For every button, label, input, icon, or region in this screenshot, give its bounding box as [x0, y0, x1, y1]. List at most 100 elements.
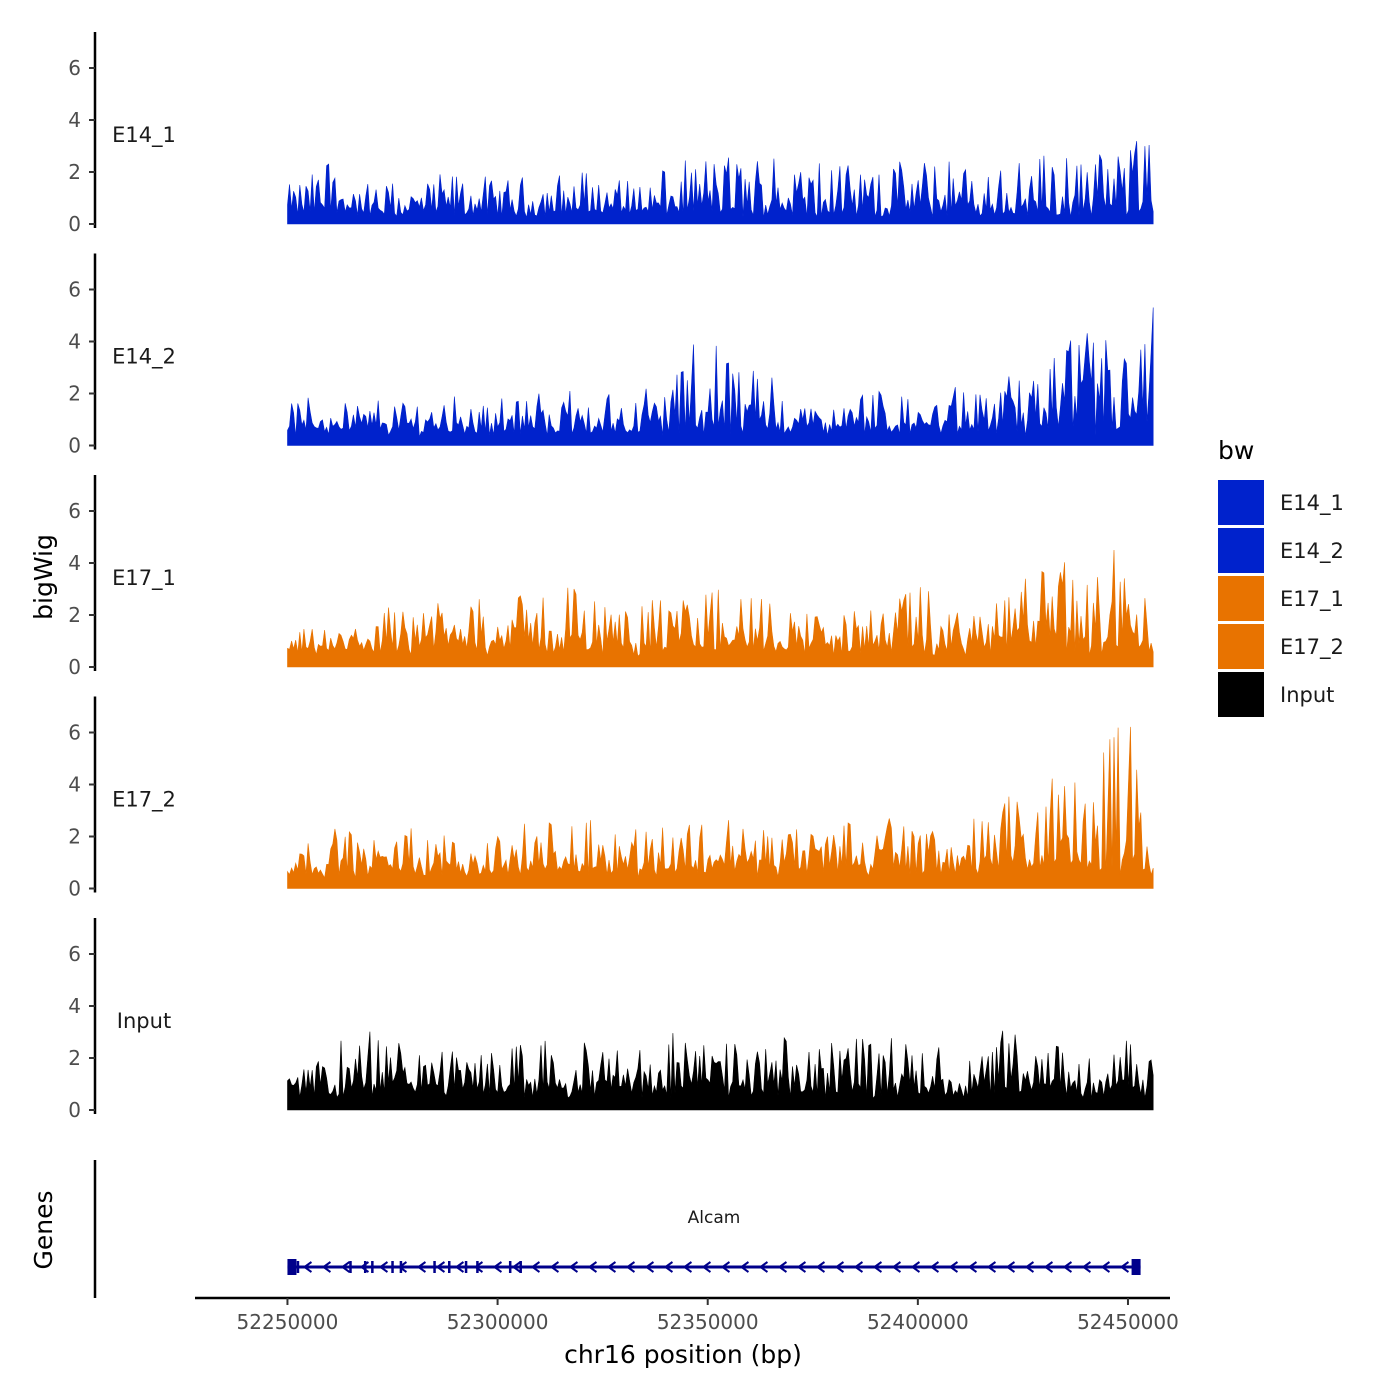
strand-arrow — [929, 1261, 940, 1273]
exon — [508, 1261, 512, 1273]
exon — [448, 1261, 451, 1273]
track-Input: 0 2 4 6 Input — [68, 918, 1154, 1122]
legend-swatch-E17_2 — [1218, 624, 1264, 669]
strand-arrow — [682, 1261, 693, 1273]
y-tick-label: 4 — [68, 773, 81, 797]
y-tick-label: 0 — [68, 1098, 81, 1122]
strand-arrow — [340, 1261, 351, 1273]
legend-label: E17_1 — [1280, 587, 1344, 612]
legend-swatch-E17_1 — [1218, 576, 1264, 621]
legend-label: E14_1 — [1280, 491, 1344, 516]
strand-arrow — [815, 1261, 826, 1273]
y-tick-label: 2 — [68, 382, 81, 406]
strand-arrow — [302, 1261, 313, 1273]
signal-tracks: 0 2 4 6 E14_1 0 2 4 6 E14_2 0 2 4 6 E17_1 0 2 4 6 E17_2 0 2 4 6… — [68, 32, 1154, 1122]
strand-arrow — [511, 1261, 522, 1273]
strand-arrow — [1005, 1261, 1016, 1273]
y-tick-label: 0 — [68, 212, 81, 236]
legend-swatch-Input — [1218, 672, 1264, 717]
x-tick-label: 52300000 — [447, 1310, 549, 1334]
x-tick-label: 52450000 — [1077, 1310, 1179, 1334]
strand-arrow — [910, 1261, 921, 1273]
strand-arrow — [758, 1261, 769, 1273]
gene-track: Alcam — [93, 1160, 1141, 1298]
track-label: E14_1 — [112, 123, 176, 148]
strand-arrow — [1119, 1261, 1130, 1273]
genes-axis-title: Genes — [29, 1190, 58, 1269]
x-tick-label: 52350000 — [657, 1310, 759, 1334]
x-axis-title: chr16 position (bp) — [564, 1340, 802, 1369]
track-E17_2: 0 2 4 6 E17_2 — [68, 696, 1154, 901]
strand-arrow — [663, 1261, 674, 1273]
exon — [296, 1261, 300, 1273]
legend-label: E17_2 — [1280, 635, 1344, 660]
strand-arrow — [948, 1261, 959, 1273]
exon — [476, 1261, 479, 1273]
exon — [1131, 1259, 1141, 1275]
y-axis-title: bigWig — [29, 534, 58, 620]
y-tick-label: 4 — [68, 330, 81, 354]
signal-area-E17_2 — [287, 726, 1154, 889]
strand-arrow — [853, 1261, 864, 1273]
strand-arrow — [568, 1261, 579, 1273]
strand-arrow — [891, 1261, 902, 1273]
y-tick-label: 0 — [68, 877, 81, 901]
y-tick-label: 4 — [68, 551, 81, 575]
track-E14_1: 0 2 4 6 E14_1 — [68, 32, 1154, 236]
legend: bw E14_1 E14_2 E17_1 E17_2 Input — [1218, 436, 1344, 717]
strand-arrow — [1043, 1261, 1054, 1273]
track-label: E14_2 — [112, 345, 176, 370]
track-label: E17_2 — [112, 788, 176, 813]
strand-arrow — [1024, 1261, 1035, 1273]
legend-swatch-E14_1 — [1218, 480, 1264, 525]
gene-label: Alcam — [688, 1208, 741, 1228]
signal-area-E14_2 — [287, 307, 1154, 446]
strand-arrow — [416, 1261, 427, 1273]
y-tick-label: 4 — [68, 994, 81, 1018]
legend-swatch-E14_2 — [1218, 528, 1264, 573]
strand-arrow — [872, 1261, 883, 1273]
signal-area-E14_1 — [287, 141, 1154, 225]
track-label: E17_1 — [112, 566, 176, 591]
strand-arrow — [435, 1261, 446, 1273]
strand-arrow — [777, 1261, 788, 1273]
strand-arrow — [454, 1261, 465, 1273]
exon — [349, 1261, 352, 1273]
y-tick-label: 6 — [68, 499, 81, 523]
exon — [519, 1261, 522, 1273]
x-axis: 52250000 52300000 52350000 52400000 52450000 — [195, 1296, 1179, 1334]
strand-arrow — [739, 1261, 750, 1273]
strand-arrow — [720, 1261, 731, 1273]
y-tick-label: 4 — [68, 108, 81, 132]
strand-arrow — [796, 1261, 807, 1273]
strand-arrow — [644, 1261, 655, 1273]
exon — [363, 1261, 367, 1273]
x-tick-label: 52250000 — [237, 1310, 339, 1334]
strand-arrow — [834, 1261, 845, 1273]
y-tick-label: 2 — [68, 1046, 81, 1070]
strand-arrow — [1062, 1261, 1073, 1273]
strand-arrow — [321, 1261, 332, 1273]
strand-arrow — [492, 1261, 503, 1273]
exon — [464, 1261, 468, 1273]
exon — [433, 1261, 436, 1273]
y-tick-label: 6 — [68, 942, 81, 966]
y-tick-label: 0 — [68, 434, 81, 458]
x-tick-label: 52400000 — [867, 1310, 969, 1334]
track-E14_2: 0 2 4 6 E14_2 — [68, 253, 1154, 458]
strand-arrow — [397, 1261, 408, 1273]
legend-label: Input — [1280, 683, 1334, 707]
exon — [399, 1261, 403, 1273]
y-tick-label: 2 — [68, 603, 81, 627]
y-tick-label: 0 — [68, 655, 81, 679]
exon — [391, 1261, 394, 1273]
strand-arrow — [1081, 1261, 1092, 1273]
strand-arrow — [587, 1261, 598, 1273]
strand-arrow — [530, 1261, 541, 1273]
strand-arrow — [549, 1261, 560, 1273]
strand-arrow — [625, 1261, 636, 1273]
strand-arrow — [606, 1261, 617, 1273]
strand-arrow — [378, 1261, 389, 1273]
y-tick-label: 6 — [68, 56, 81, 80]
